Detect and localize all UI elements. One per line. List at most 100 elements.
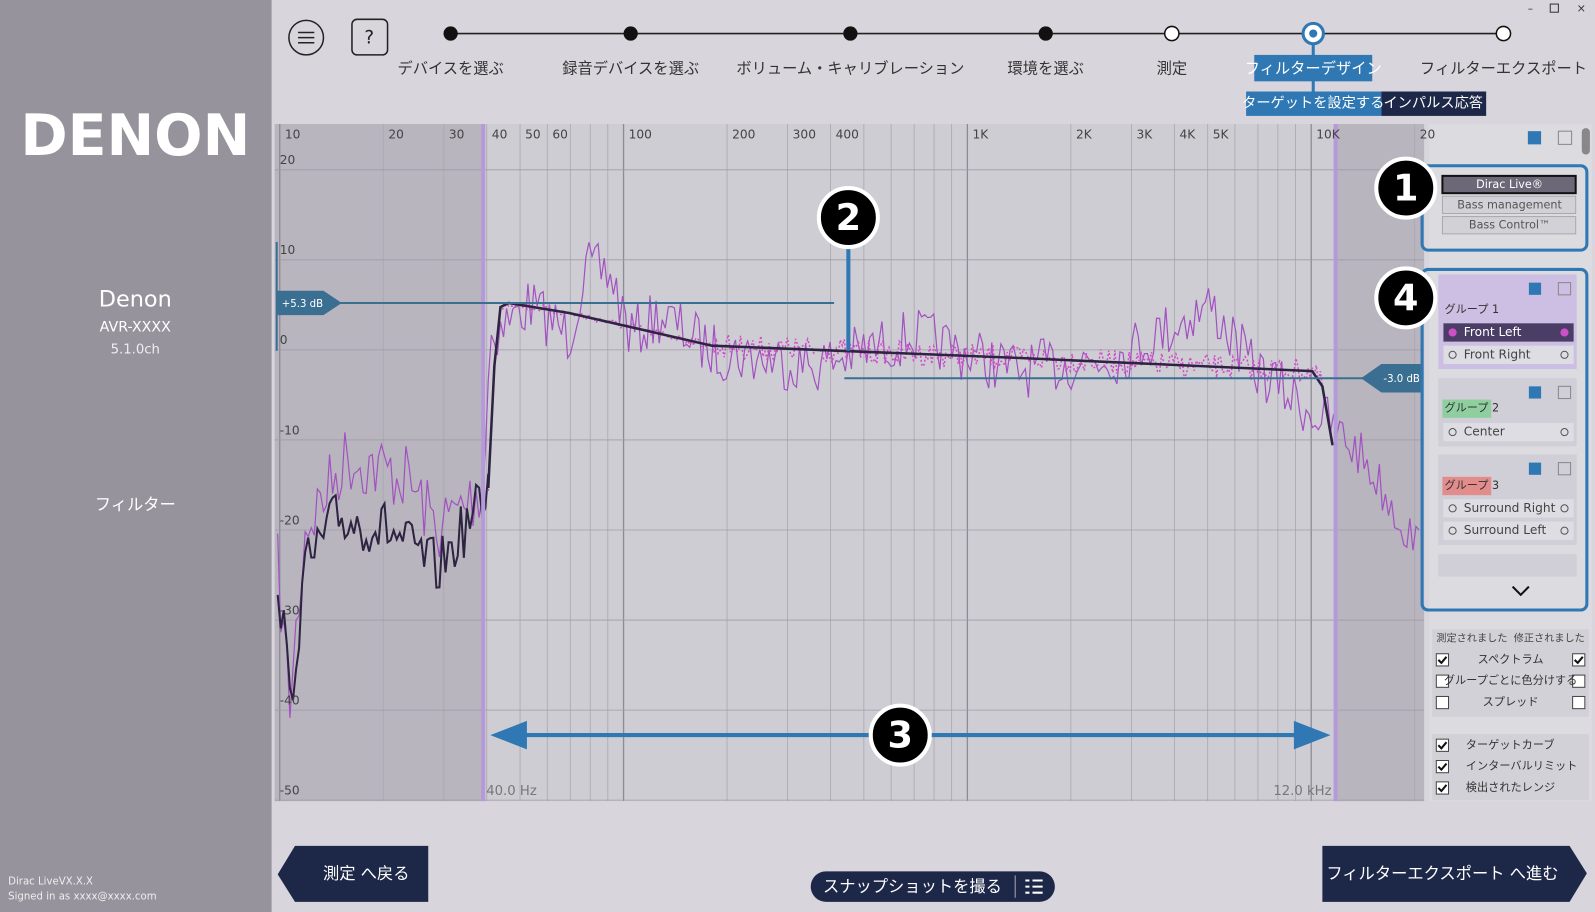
mode-button[interactable]: [1441, 195, 1577, 215]
checkmark: [1437, 741, 1448, 750]
target-handle[interactable]: [276, 290, 342, 316]
step-current: [1309, 29, 1318, 38]
callout-box: [1420, 267, 1589, 612]
checkmark: [1437, 762, 1448, 772]
y-tick-label: -20: [280, 513, 300, 527]
help-button[interactable]: [351, 18, 389, 56]
channel-row[interactable]: [1443, 521, 1574, 540]
callout: [1374, 266, 1438, 330]
x-tick-label: 50: [525, 128, 541, 142]
channel-dot: [1560, 428, 1569, 437]
icon[interactable]: [1557, 130, 1573, 145]
overlays-block: [1432, 734, 1589, 801]
tab-label: ターゲットを設定する: [1242, 95, 1384, 112]
tab-active[interactable]: [1246, 91, 1382, 116]
group-icon[interactable]: [1557, 385, 1572, 400]
range-high: 12.0 kHz: [1273, 784, 1331, 799]
next-button[interactable]: [1322, 845, 1587, 902]
x-tick-label: 40: [492, 128, 508, 142]
callout-number: 4: [1393, 276, 1418, 319]
channel-row[interactable]: [1443, 323, 1574, 342]
callout-number: 1: [1393, 167, 1418, 210]
group-name: グループ 2: [1444, 401, 1499, 415]
checkbox[interactable]: [1435, 781, 1450, 795]
group-name: グループ 3: [1444, 478, 1499, 492]
checkbox[interactable]: [1572, 674, 1586, 688]
mode-button[interactable]: [1441, 174, 1577, 195]
group-icon[interactable]: [1557, 462, 1572, 476]
channel-dot: [1560, 328, 1569, 337]
channel-name: Surround Left: [1464, 523, 1547, 537]
back-button[interactable]: [277, 845, 429, 902]
sidebar: [0, 0, 272, 912]
step-done: [623, 26, 638, 41]
list-icon[interactable]: [1025, 879, 1043, 894]
x-tick-label: 400: [836, 128, 859, 142]
device-name: Denon: [99, 286, 172, 312]
group-icon[interactable]: [1528, 462, 1542, 475]
y-tick-label: -10: [280, 423, 300, 437]
maximize[interactable]: [1549, 3, 1559, 13]
mode-button[interactable]: [1441, 216, 1577, 235]
x-tick-label: 60: [552, 128, 568, 142]
step-label[interactable]: 測定: [1157, 60, 1188, 78]
checkbox[interactable]: [1435, 695, 1450, 710]
icon[interactable]: [1527, 131, 1542, 145]
x-tick-label: 1K: [972, 128, 989, 142]
group-block: [1438, 554, 1577, 577]
channel-dot: [1560, 350, 1569, 359]
callout-number: 2: [836, 196, 861, 239]
checkbox[interactable]: [1435, 738, 1450, 752]
option-label: スプレッド: [1483, 696, 1539, 709]
group-icon[interactable]: [1557, 282, 1572, 296]
channel-row[interactable]: [1443, 422, 1574, 442]
menu-button[interactable]: [288, 19, 325, 56]
overlay-label: ターゲットカーブ: [1466, 737, 1555, 751]
x-tick-label: 4K: [1179, 128, 1196, 142]
step-label[interactable]: 環境を選ぶ: [1008, 60, 1084, 78]
channel-row[interactable]: [1443, 345, 1574, 364]
checkbox[interactable]: [1572, 695, 1586, 710]
model: AVR-XXXX: [100, 319, 172, 335]
column-label: 測定されました: [1436, 632, 1507, 645]
minimize[interactable]: –: [1528, 4, 1533, 15]
checkbox[interactable]: [1435, 760, 1450, 774]
step-label[interactable]: デバイスを選ぶ: [397, 60, 503, 78]
x-tick-label: 20: [1420, 128, 1436, 142]
scrollbar[interactable]: [1581, 128, 1590, 155]
scroll-down[interactable]: [1511, 585, 1530, 597]
group-tag: [1442, 399, 1492, 418]
step-label[interactable]: フィルターデザイン: [1245, 60, 1382, 78]
step-label[interactable]: ボリューム・キャリブレーション: [736, 60, 964, 78]
group-icon[interactable]: [1528, 386, 1542, 399]
x-tick-label: 2K: [1076, 128, 1093, 142]
channel-row[interactable]: [1443, 499, 1574, 518]
channel-dot: [1448, 350, 1457, 359]
channel-name: Front Left: [1464, 325, 1522, 339]
checkbox[interactable]: [1435, 653, 1450, 667]
x-tick-label: 200: [732, 128, 755, 142]
corrected-curve: [487, 301, 1334, 492]
channel-dot: [1448, 526, 1457, 535]
mode-label: Bass management: [1457, 198, 1562, 211]
menu-icon: [298, 31, 315, 44]
checkbox[interactable]: [1572, 653, 1586, 667]
checkbox[interactable]: [1435, 674, 1450, 688]
target-high: +5.3 dB: [282, 299, 323, 310]
step-done: [443, 26, 458, 41]
target-handle[interactable]: [1361, 363, 1423, 393]
group-icon[interactable]: [1528, 282, 1542, 295]
step-label[interactable]: 録音デバイスを選ぶ: [562, 60, 699, 78]
step-todo: [1495, 25, 1512, 42]
callout: [1374, 156, 1438, 220]
version: Dirac LiveVX.X.X: [8, 876, 93, 887]
x-tick-label: 5K: [1213, 128, 1230, 142]
callout: [868, 703, 932, 767]
step-label[interactable]: フィルターエクスポート: [1420, 60, 1587, 78]
y-tick-label: 20: [280, 153, 296, 167]
tab[interactable]: [1381, 91, 1487, 116]
overlay-label: 検出されたレンジ: [1466, 780, 1555, 794]
snapshot-button[interactable]: [810, 871, 1055, 902]
close[interactable]: ×: [1577, 2, 1586, 15]
